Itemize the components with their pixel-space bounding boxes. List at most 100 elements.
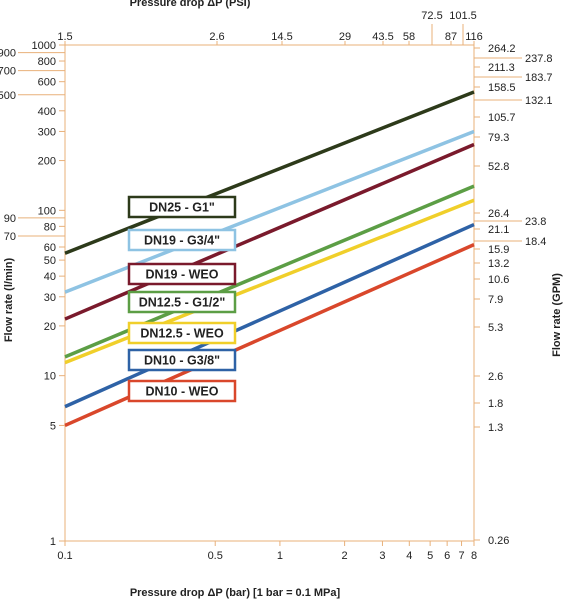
series-label-box — [127, 321, 237, 345]
psi-tick-label: 14.5 — [271, 31, 292, 43]
gpm-tick-label: 158.5 — [488, 82, 516, 94]
y-tick-label: 1 — [50, 536, 56, 548]
series-line-2 — [64, 142, 475, 321]
y-tick-label: 90 — [4, 213, 16, 225]
series-label-box — [127, 379, 237, 403]
y-tick-label: 5 — [50, 420, 56, 432]
series-label-1: DN19 - G3/4" — [127, 228, 237, 252]
series-label-text: DN19 - WEO — [146, 268, 219, 282]
gpm-ticks: 0.26 1.3 1.8 2.6 5.3 7.9 10.6 13.2 15.9 18.4 21.1 2… — [474, 43, 553, 547]
y-tick-label: 300 — [38, 126, 56, 138]
x-tick-label: 1 — [277, 550, 283, 562]
psi-axis-title: Pressure drop ΔP (PSI) — [130, 0, 251, 9]
series-label-text: DN25 - G1" — [149, 201, 215, 215]
gpm-tick-label: 2.6 — [488, 371, 503, 383]
gpm-tick-label: 13.2 — [488, 258, 509, 270]
gpm-tick-label: 15.9 — [488, 244, 509, 256]
x-tick-label: 5 — [427, 550, 433, 562]
psi-tick-label: 116 — [465, 31, 483, 43]
series-label-text: DN12.5 - G1/2" — [139, 296, 226, 310]
series-label-0: DN25 - G1" — [127, 195, 237, 219]
psi-tick-label: 1.5 — [57, 31, 72, 43]
series-label-3: DN12.5 - G1/2" — [127, 290, 237, 314]
y-tick-label: 800 — [38, 56, 56, 68]
plot-frame — [64, 44, 475, 542]
y-tick-label: 60 — [44, 242, 56, 254]
gpm-tick-label: 1.3 — [488, 422, 503, 434]
series-label-text: DN10 - WEO — [146, 385, 219, 399]
series-label-box — [127, 195, 237, 219]
gpm-tick-label: 10.6 — [488, 274, 509, 286]
gpm-tick-label: 18.4 — [525, 236, 546, 248]
gpm-tick-label: 183.7 — [525, 72, 553, 84]
series-label-box — [127, 228, 237, 252]
y-tick-label: 400 — [38, 106, 56, 118]
gpm-tick-label: 26.4 — [488, 208, 509, 220]
psi-tick-label: 87 — [445, 31, 457, 43]
psi-tick-label: 72.5 — [421, 10, 442, 22]
y-tick-label: 900 — [0, 48, 16, 60]
psi-tick-label: 2.6 — [209, 31, 224, 43]
y-tick-label: 40 — [44, 271, 56, 283]
gpm-tick-label: 79.3 — [488, 132, 509, 144]
y-tick-label: 30 — [44, 292, 56, 304]
y-tick-label: 10 — [44, 371, 56, 383]
psi-tick-label: 43.5 — [372, 31, 393, 43]
y-tick-label: 200 — [38, 156, 56, 168]
y-tick-label: 50 — [44, 255, 56, 267]
x-tick-label: 3 — [379, 550, 385, 562]
gpm-tick-label: 105.7 — [488, 112, 516, 124]
y-tick-label: 80 — [44, 221, 56, 233]
x-tick-label: 0.1 — [57, 550, 72, 562]
gpm-tick-label: 264.2 — [488, 43, 516, 55]
gpm-tick-label: 23.8 — [525, 216, 546, 228]
gpm-tick-label: 7.9 — [488, 294, 503, 306]
y-tick-label: 100 — [38, 205, 56, 217]
gpm-tick-label: 237.8 — [525, 53, 553, 65]
series-label-text: DN10 - G3/8" — [144, 354, 220, 368]
x-tick-label: 7 — [458, 550, 464, 562]
psi-tick-label: 29 — [339, 31, 351, 43]
gpm-tick-label: 211.3 — [488, 62, 515, 74]
series-label-text: DN19 - G3/4" — [144, 234, 220, 248]
series-label-box — [127, 290, 237, 314]
y-tick-label: 700 — [0, 66, 16, 78]
series-label-4: DN12.5 - WEO — [127, 321, 237, 345]
gpm-tick-label: 52.8 — [488, 161, 509, 173]
psi-ticks: 1.5 2.6 14.5 29 43.5 58 72.587 101.5 116 — [57, 10, 483, 45]
y-tick-label: 1000 — [32, 40, 56, 52]
series-label-5: DN10 - G3/8" — [127, 348, 237, 372]
series-label-box — [127, 262, 237, 286]
y2-axis-title: Flow rate (GPM) — [551, 273, 563, 357]
gpm-tick-label: 21.1 — [488, 224, 509, 236]
y-tick-label: 600 — [38, 77, 56, 89]
series-label-box — [127, 348, 237, 372]
series-label-text: DN12.5 - WEO — [140, 327, 224, 341]
series-label-2: DN19 - WEO — [127, 262, 237, 286]
gpm-tick-label: 1.8 — [488, 398, 503, 410]
x-tick-label: 8 — [471, 550, 477, 562]
gpm-tick-label: 0.26 — [488, 535, 509, 547]
series-line-5 — [64, 222, 475, 409]
gpm-tick-label: 132.1 — [525, 95, 553, 107]
y-tick-label: 500 — [0, 90, 16, 102]
y-axis-title: Flow rate (l/min) — [3, 257, 15, 342]
x-tick-label: 6 — [444, 550, 450, 562]
x-axis-title: Pressure drop ΔP (bar) [1 bar = 0.1 MPa] — [130, 587, 341, 599]
series-label-6: DN10 - WEO — [127, 379, 237, 403]
series-line-4 — [64, 198, 475, 365]
x-tick-label: 4 — [406, 550, 412, 562]
series-labels: DN25 - G1" DN19 - G3/4" DN19 - WEO DN12.5 -… — [127, 195, 237, 403]
x-tick-label: 0.5 — [208, 550, 223, 562]
y-tick-label: 70 — [4, 231, 16, 243]
psi-tick-label: 58 — [403, 31, 415, 43]
y-tick-label: 20 — [44, 321, 56, 333]
psi-tick-label: 101.5 — [449, 10, 477, 22]
series-lines — [64, 90, 475, 428]
gpm-tick-label: 5.3 — [488, 322, 503, 334]
series-line-0 — [64, 90, 475, 255]
x-tick-label: 2 — [342, 550, 348, 562]
x-ticks: 0.1 0.5 1 2 3 4 5 6 7 8 — [57, 541, 477, 562]
